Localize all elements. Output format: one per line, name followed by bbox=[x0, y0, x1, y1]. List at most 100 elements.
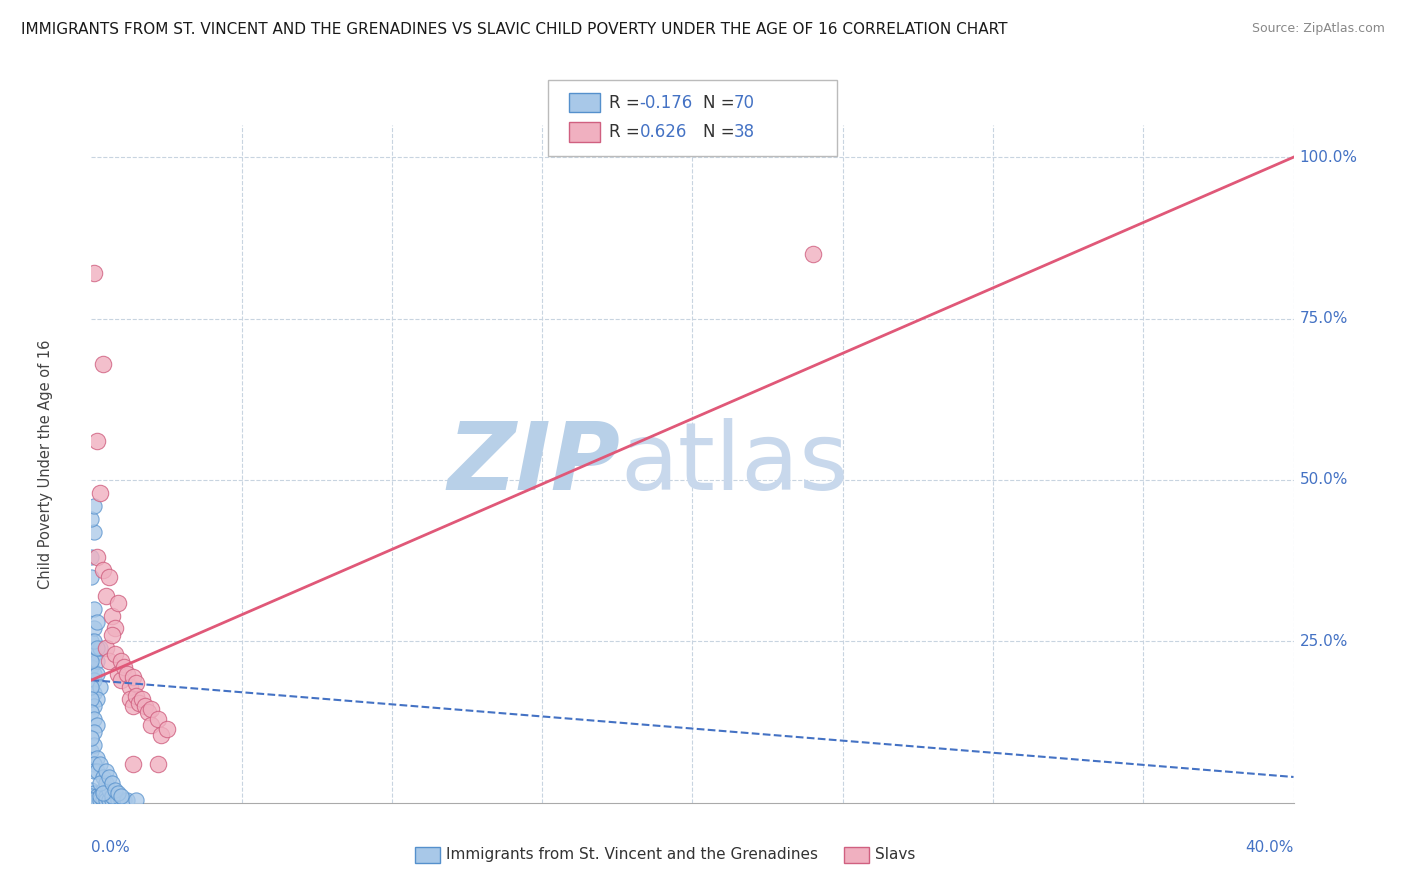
Point bbox=[80, 512, 103, 526]
Point bbox=[86, 764, 108, 778]
Text: ZIP: ZIP bbox=[447, 417, 620, 510]
Point bbox=[110, 673, 132, 687]
Point bbox=[122, 670, 145, 684]
Point bbox=[83, 792, 105, 806]
Point bbox=[93, 786, 115, 800]
Text: atlas: atlas bbox=[620, 417, 849, 510]
Point bbox=[96, 589, 118, 603]
Text: Slavs: Slavs bbox=[875, 847, 915, 862]
Point bbox=[86, 718, 108, 732]
Point bbox=[86, 692, 108, 706]
Text: 40.0%: 40.0% bbox=[1246, 840, 1294, 855]
Point bbox=[107, 596, 129, 610]
Text: Immigrants from St. Vincent and the Grenadines: Immigrants from St. Vincent and the Gren… bbox=[446, 847, 818, 862]
Point bbox=[93, 770, 115, 784]
Point bbox=[86, 615, 108, 629]
Point bbox=[89, 792, 111, 806]
Point bbox=[83, 764, 105, 778]
Text: Source: ZipAtlas.com: Source: ZipAtlas.com bbox=[1251, 22, 1385, 36]
Point bbox=[83, 648, 105, 662]
Point bbox=[80, 660, 103, 674]
Point bbox=[83, 686, 105, 700]
Point bbox=[83, 738, 105, 752]
Point bbox=[110, 789, 132, 804]
Point bbox=[86, 792, 108, 806]
Point bbox=[125, 676, 148, 690]
Point bbox=[138, 706, 160, 720]
Point bbox=[107, 666, 129, 681]
Point bbox=[83, 757, 105, 772]
Point bbox=[146, 712, 169, 726]
Text: 0.626: 0.626 bbox=[640, 123, 688, 141]
Point bbox=[98, 792, 121, 806]
Point bbox=[104, 622, 127, 636]
Point bbox=[101, 792, 124, 806]
Point bbox=[98, 570, 121, 584]
Point bbox=[83, 673, 105, 687]
Point bbox=[86, 550, 108, 565]
Point bbox=[80, 731, 103, 746]
Point bbox=[117, 666, 139, 681]
Point bbox=[83, 712, 105, 726]
Text: 38: 38 bbox=[734, 123, 755, 141]
Point bbox=[86, 640, 108, 655]
Text: N =: N = bbox=[703, 123, 740, 141]
Point bbox=[86, 666, 108, 681]
Text: R =: R = bbox=[609, 123, 645, 141]
Point bbox=[83, 266, 105, 280]
Text: 75.0%: 75.0% bbox=[1299, 311, 1348, 326]
Point bbox=[101, 776, 124, 790]
Text: IMMIGRANTS FROM ST. VINCENT AND THE GRENADINES VS SLAVIC CHILD POVERTY UNDER THE: IMMIGRANTS FROM ST. VINCENT AND THE GREN… bbox=[21, 22, 1008, 37]
Text: 70: 70 bbox=[734, 94, 755, 112]
Point bbox=[89, 789, 111, 804]
Point bbox=[80, 706, 103, 720]
Point bbox=[146, 757, 169, 772]
Point bbox=[98, 783, 121, 797]
Point bbox=[96, 789, 118, 804]
Point bbox=[114, 792, 136, 806]
Point bbox=[128, 696, 150, 710]
Point bbox=[125, 792, 148, 806]
Point bbox=[134, 698, 156, 713]
Point bbox=[93, 563, 115, 577]
Point bbox=[149, 728, 172, 742]
Text: -0.176: -0.176 bbox=[640, 94, 693, 112]
Point bbox=[98, 770, 121, 784]
Text: N =: N = bbox=[703, 94, 740, 112]
Point bbox=[89, 640, 111, 655]
Point bbox=[120, 692, 142, 706]
Point bbox=[96, 764, 118, 778]
Point bbox=[141, 718, 163, 732]
Point bbox=[93, 783, 115, 797]
Point bbox=[80, 789, 103, 804]
Point bbox=[86, 750, 108, 764]
Point bbox=[110, 792, 132, 806]
Point bbox=[141, 702, 163, 716]
Text: 50.0%: 50.0% bbox=[1299, 473, 1348, 488]
Point bbox=[83, 786, 105, 800]
Point bbox=[117, 792, 139, 806]
Text: 100.0%: 100.0% bbox=[1299, 150, 1358, 165]
Point bbox=[801, 247, 824, 261]
Point bbox=[80, 550, 103, 565]
Point bbox=[83, 524, 105, 539]
Point bbox=[155, 722, 177, 736]
Point bbox=[104, 783, 127, 797]
Point bbox=[89, 757, 111, 772]
Point bbox=[110, 654, 132, 668]
Point bbox=[114, 660, 136, 674]
Point bbox=[101, 628, 124, 642]
Point bbox=[83, 666, 105, 681]
Point bbox=[107, 792, 129, 806]
Point bbox=[83, 724, 105, 739]
Point bbox=[89, 486, 111, 500]
Point bbox=[120, 680, 142, 694]
Point bbox=[80, 744, 103, 758]
Point bbox=[80, 792, 103, 806]
Point bbox=[83, 698, 105, 713]
Point bbox=[83, 622, 105, 636]
Point bbox=[83, 602, 105, 616]
Text: 0.0%: 0.0% bbox=[91, 840, 131, 855]
Point bbox=[101, 608, 124, 623]
Point bbox=[98, 654, 121, 668]
